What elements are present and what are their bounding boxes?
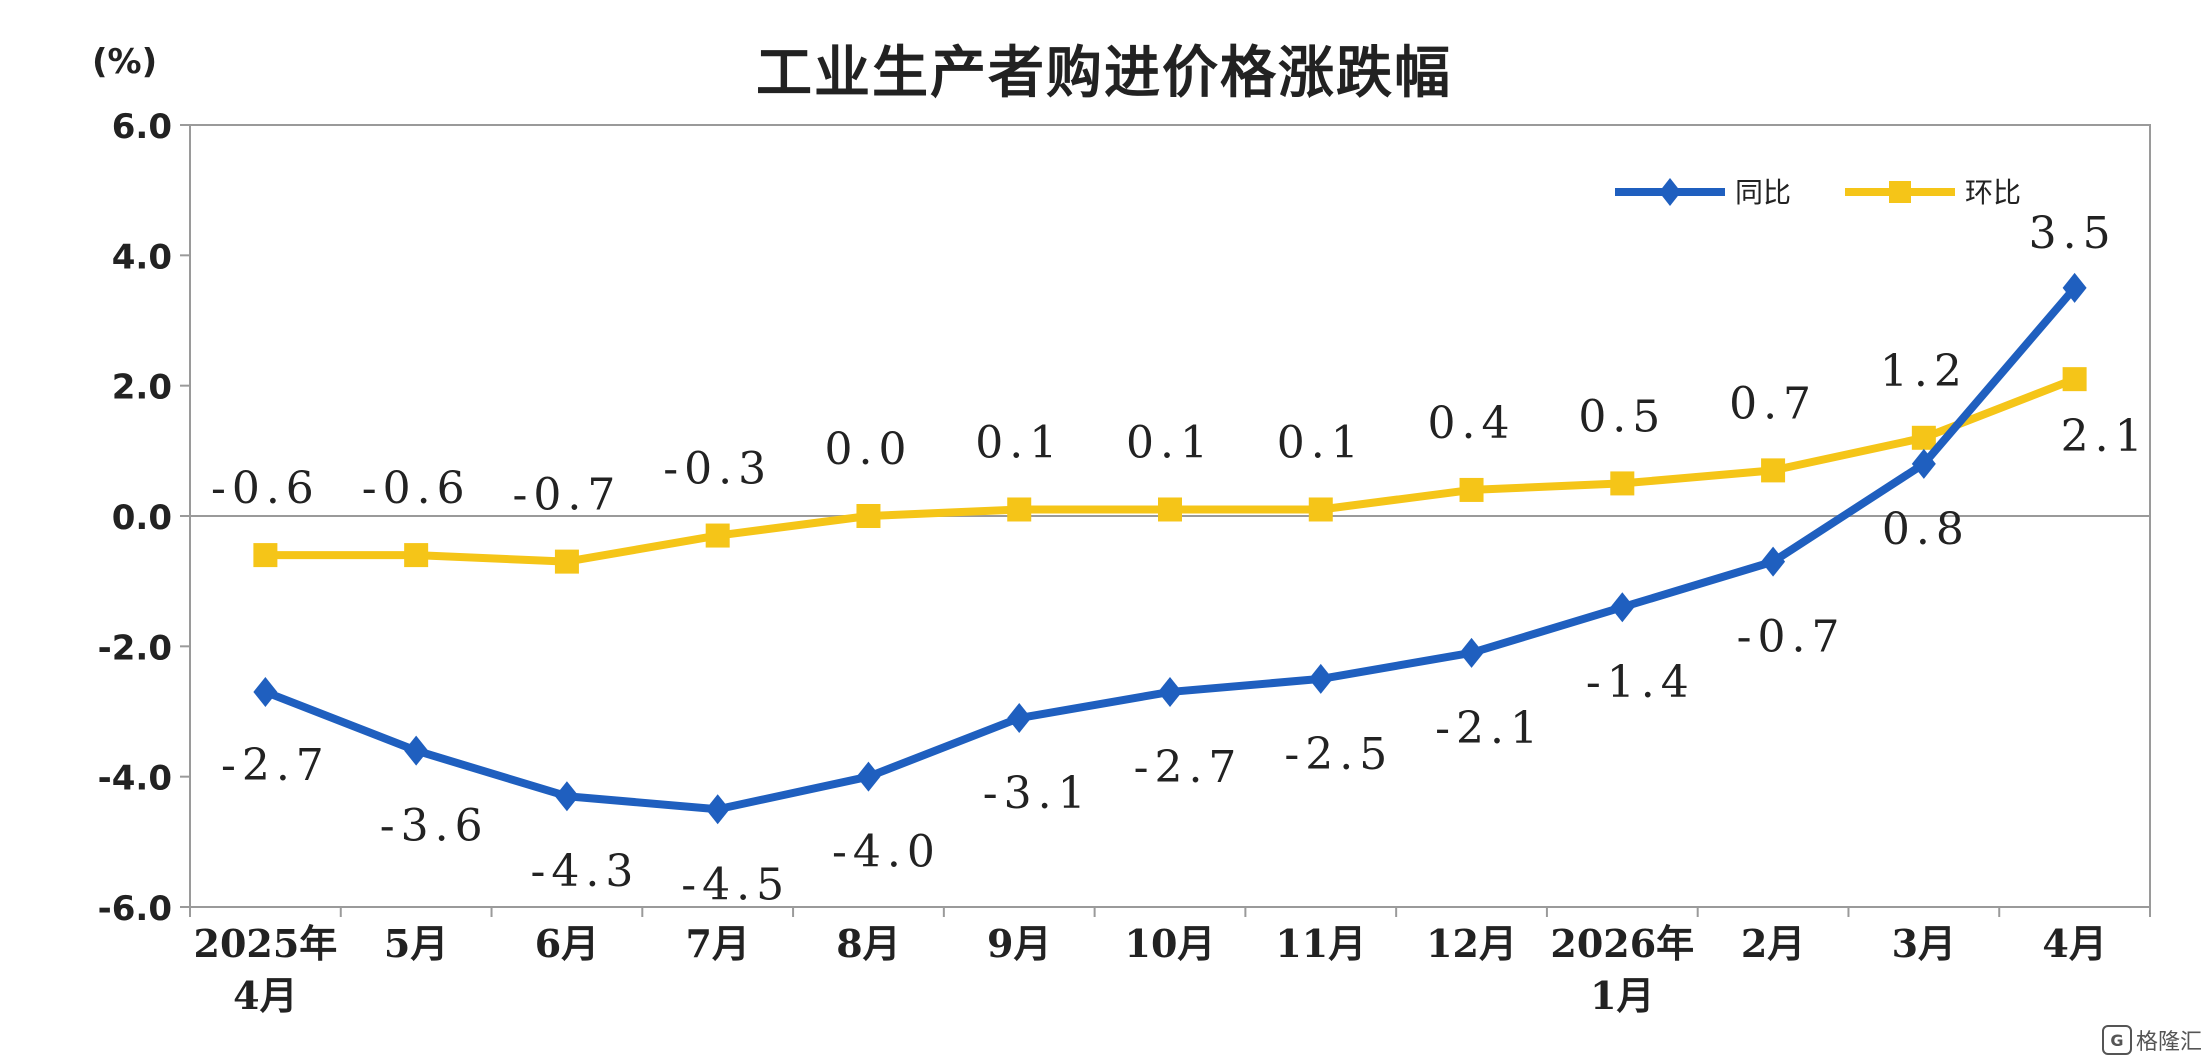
point-同比 xyxy=(1610,592,1635,623)
data-label-同比: -1.4 xyxy=(1586,657,1695,708)
data-label-环比: -0.7 xyxy=(513,470,622,521)
point-环比 xyxy=(1308,497,1333,522)
y-tick-label: -4.0 xyxy=(98,759,172,799)
y-axis-unit: (%) xyxy=(92,42,158,82)
x-tick-label: 4月 xyxy=(233,973,297,1018)
series-line-同比 xyxy=(261,283,2079,814)
y-tick-label: 4.0 xyxy=(112,237,172,277)
x-tick-label: 2025年 xyxy=(194,921,338,966)
point-同比 xyxy=(554,781,579,812)
point-同比 xyxy=(1761,546,1786,577)
data-label-环比: 0.5 xyxy=(1578,391,1666,442)
point-同比 xyxy=(404,735,429,766)
point-环比 xyxy=(1761,458,1786,483)
x-tick-label: 11月 xyxy=(1275,921,1366,966)
point-同比 xyxy=(705,794,730,825)
data-label-环比: -0.3 xyxy=(663,444,772,495)
point-环比 xyxy=(404,543,429,568)
point-同比 xyxy=(253,676,278,707)
data-label-同比: -2.5 xyxy=(1284,729,1393,780)
data-label-环比: 0.7 xyxy=(1729,378,1817,429)
point-环比 xyxy=(1911,425,1936,450)
point-环比 xyxy=(1007,497,1032,522)
legend-label-同比: 同比 xyxy=(1735,176,1791,209)
data-label-同比: -2.7 xyxy=(221,740,330,791)
data-label-环比: -0.6 xyxy=(362,463,471,514)
data-label-环比: 0.1 xyxy=(975,417,1063,468)
point-同比 xyxy=(1308,663,1333,694)
watermark: G 格隆汇 xyxy=(2101,1024,2202,1056)
x-tick-label: 2月 xyxy=(1741,921,1805,966)
data-label-同比: -3.6 xyxy=(380,801,489,852)
data-label-同比: -4.0 xyxy=(832,827,941,878)
point-同比 xyxy=(856,761,881,792)
x-tick-label: 10月 xyxy=(1125,921,1216,966)
data-label-环比: 0.0 xyxy=(824,424,912,475)
point-环比 xyxy=(1158,497,1182,522)
data-label-环比: 0.1 xyxy=(1126,417,1214,468)
data-label-环比: 0.1 xyxy=(1277,417,1365,468)
y-tick-label: -2.0 xyxy=(98,628,172,668)
point-环比 xyxy=(1459,477,1484,502)
point-环比 xyxy=(705,523,730,548)
y-tick-label: 2.0 xyxy=(112,368,172,408)
point-环比 xyxy=(1610,471,1635,496)
x-tick-label: 3月 xyxy=(1892,921,1956,966)
legend-marker-环比 xyxy=(1889,181,1911,203)
x-tick-label: 9月 xyxy=(987,921,1051,966)
data-label-同比: -4.3 xyxy=(531,846,640,897)
point-环比 xyxy=(856,504,881,528)
point-同比 xyxy=(2062,272,2087,303)
x-tick-label: 7月 xyxy=(685,921,749,966)
data-label-同比: -3.1 xyxy=(983,768,1092,819)
data-label-同比: -0.7 xyxy=(1737,612,1846,663)
data-label-环比: 0.4 xyxy=(1428,398,1516,449)
x-tick-label: 5月 xyxy=(384,921,448,966)
data-label-同比: -2.7 xyxy=(1134,742,1243,793)
data-label-环比: 1.2 xyxy=(1880,346,1968,397)
y-tick-label: 0.0 xyxy=(112,498,172,538)
x-tick-label: 1月 xyxy=(1590,973,1654,1018)
watermark-logo-icon: G xyxy=(2101,1025,2132,1055)
data-label-同比: 0.8 xyxy=(1882,504,1970,555)
watermark-text: 格隆汇 xyxy=(2135,1030,2202,1055)
data-label-同比: -4.5 xyxy=(681,859,790,910)
data-label-同比: -2.1 xyxy=(1435,703,1544,754)
point-同比 xyxy=(1459,637,1484,668)
x-tick-label: 6月 xyxy=(535,921,599,966)
y-tick-label: -6.0 xyxy=(98,889,172,929)
chart-title: 工业生产者购进价格涨跌幅 xyxy=(756,41,1452,106)
legend-marker-同比 xyxy=(1659,178,1681,206)
point-环比 xyxy=(253,543,278,568)
y-tick-label: 6.0 xyxy=(112,107,172,147)
point-环比 xyxy=(554,549,579,574)
point-同比 xyxy=(1007,703,1032,734)
x-tick-label: 4月 xyxy=(2042,921,2106,966)
point-同比 xyxy=(1158,676,1182,707)
point-同比 xyxy=(1911,448,1936,479)
point-环比 xyxy=(2062,367,2087,392)
legend-label-环比: 环比 xyxy=(1965,176,2021,209)
data-label-同比: 3.5 xyxy=(2029,208,2117,259)
x-tick-label: 8月 xyxy=(836,921,900,966)
x-tick-label: 2026年 xyxy=(1550,921,1694,966)
data-label-环比: -0.6 xyxy=(211,463,320,514)
x-tick-label: 12月 xyxy=(1426,921,1517,966)
data-label-环比: 2.1 xyxy=(2061,411,2149,462)
